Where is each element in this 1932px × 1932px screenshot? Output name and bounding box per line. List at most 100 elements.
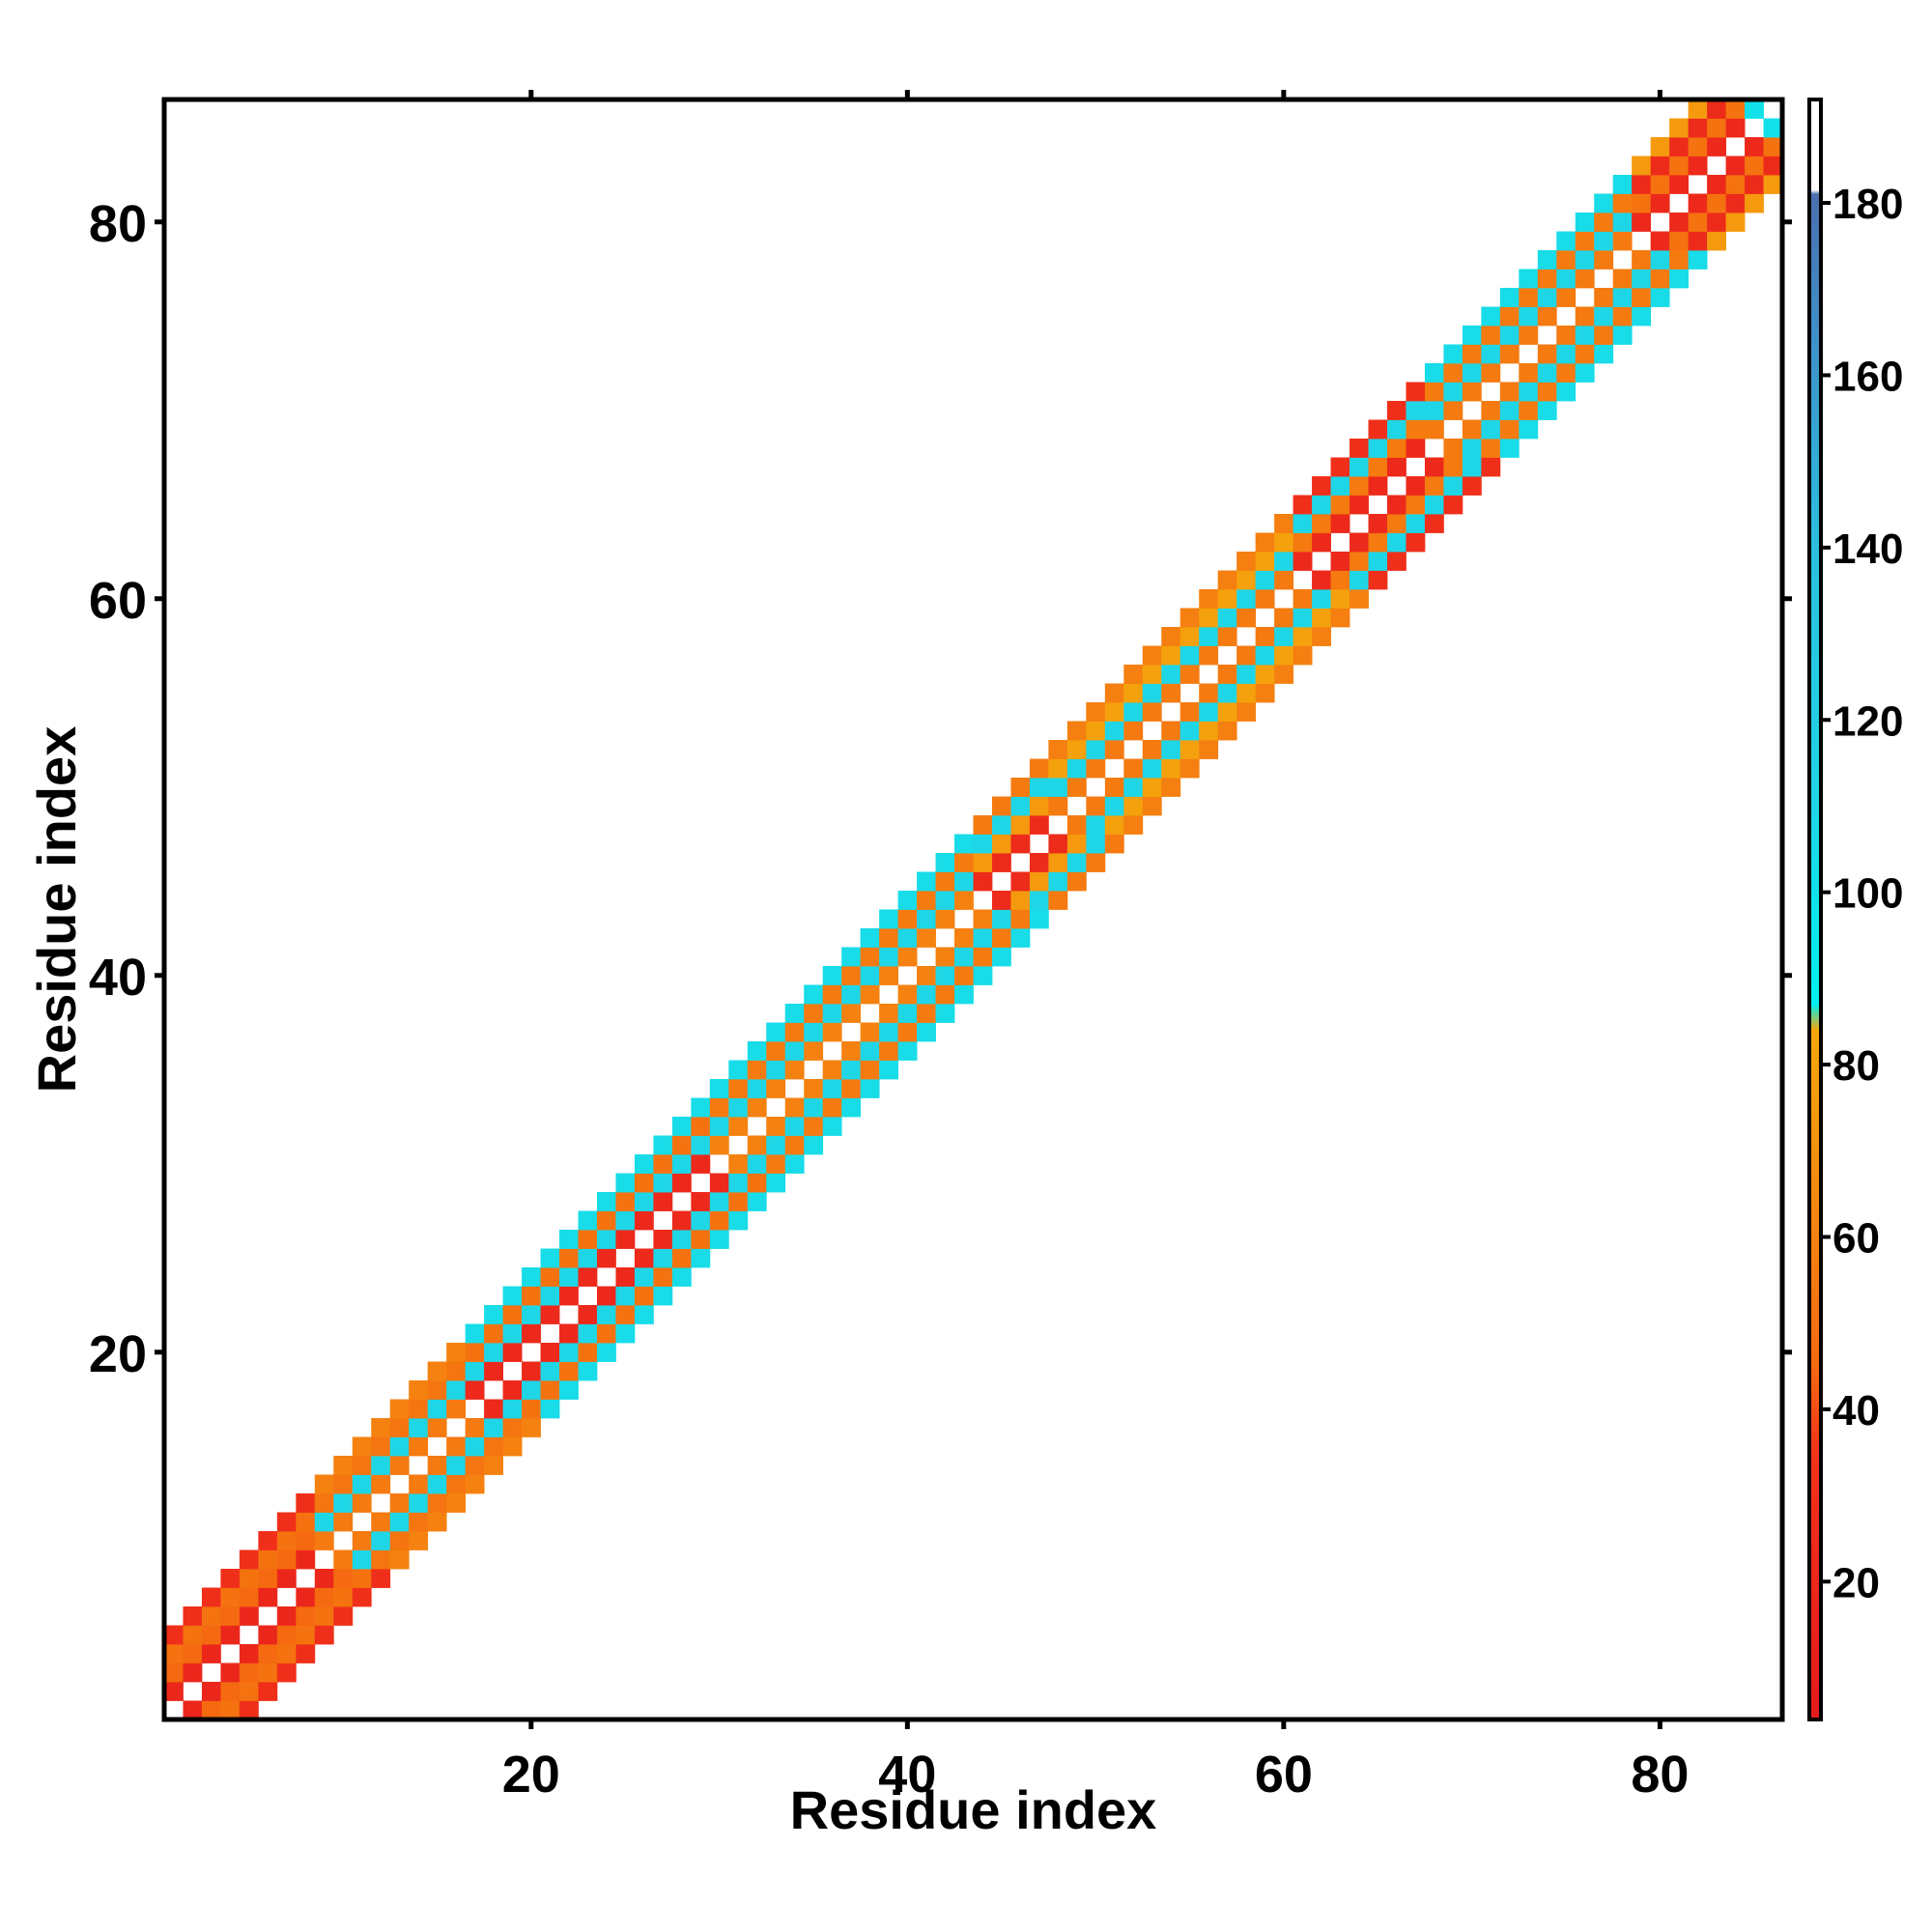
heatmap-cell xyxy=(446,1493,467,1513)
heatmap-cell xyxy=(954,891,974,910)
heatmap-cell xyxy=(522,1323,541,1344)
heatmap-cell xyxy=(653,1173,673,1193)
heatmap-cell xyxy=(728,1060,749,1080)
heatmap-cell xyxy=(1725,193,1746,213)
heatmap-cell xyxy=(1368,457,1388,477)
heatmap-cell xyxy=(446,1456,467,1475)
heatmap-cell xyxy=(409,1436,429,1457)
heatmap-cell xyxy=(389,1493,410,1513)
heatmap-cell xyxy=(465,1456,485,1475)
heatmap-cell xyxy=(1217,683,1237,703)
heatmap-cell xyxy=(1086,758,1106,779)
heatmap-cell xyxy=(596,1323,616,1344)
heatmap-cell xyxy=(540,1248,560,1268)
heatmap-cell xyxy=(371,1418,391,1437)
heatmap-cell xyxy=(1519,269,1539,289)
heatmap-cell xyxy=(540,1286,560,1306)
heatmap-cell xyxy=(1199,627,1219,646)
heatmap-cell xyxy=(1029,853,1049,872)
heatmap-cell xyxy=(1650,175,1670,194)
heatmap-cell xyxy=(1519,401,1539,420)
heatmap-cell xyxy=(258,1682,278,1701)
heatmap-cell xyxy=(1669,269,1690,289)
heatmap-cell xyxy=(1029,891,1049,910)
heatmap-cell xyxy=(1632,175,1652,194)
heatmap-cell xyxy=(1424,495,1444,515)
heatmap-cell xyxy=(484,1456,503,1475)
heatmap-cell xyxy=(220,1606,241,1626)
heatmap-cell xyxy=(822,1079,842,1098)
y-tick-label: 60 xyxy=(89,572,147,630)
heatmap-cell xyxy=(446,1399,467,1419)
heatmap-cell xyxy=(709,1135,729,1155)
heatmap-cell xyxy=(1556,326,1577,345)
heatmap-cell xyxy=(314,1531,334,1550)
heatmap-cell xyxy=(1424,363,1444,383)
heatmap-cell xyxy=(484,1418,503,1437)
heatmap-cell xyxy=(879,928,898,948)
heatmap-cell xyxy=(333,1606,354,1626)
heatmap-cell xyxy=(991,909,1011,929)
heatmap-cell xyxy=(183,1700,203,1720)
heatmap-cell xyxy=(1330,457,1350,477)
heatmap-cell xyxy=(446,1380,467,1400)
heatmap-cell xyxy=(615,1305,636,1324)
heatmap-cell xyxy=(1161,627,1181,646)
heatmap-cell xyxy=(502,1436,523,1457)
heatmap-cell xyxy=(1688,250,1708,270)
heatmap-cell xyxy=(389,1436,410,1457)
heatmap-cell xyxy=(559,1380,579,1400)
heatmap-cell xyxy=(1086,853,1106,872)
heatmap-cell xyxy=(1481,326,1501,345)
heatmap-cell xyxy=(1443,457,1463,477)
heatmap-cell xyxy=(1199,702,1219,722)
heatmap-cell xyxy=(784,1135,805,1155)
heatmap-cell xyxy=(1632,193,1652,213)
heatmap-cell xyxy=(879,909,898,929)
heatmap-cell xyxy=(559,1248,579,1268)
heatmap-cell xyxy=(1312,495,1331,515)
heatmap-cell xyxy=(1499,382,1520,402)
heatmap-cell xyxy=(954,966,974,985)
heatmap-cell xyxy=(1217,589,1237,609)
heatmap-cell xyxy=(1424,401,1444,420)
heatmap-cell xyxy=(1274,532,1294,553)
heatmap-cell xyxy=(1650,231,1670,251)
heatmap-cell xyxy=(822,1060,842,1080)
heatmap-cell xyxy=(409,1512,429,1532)
heatmap-cell xyxy=(1274,665,1294,684)
heatmap-cell xyxy=(935,947,955,967)
heatmap-cell xyxy=(1199,721,1219,741)
heatmap-cell xyxy=(296,1587,316,1607)
heatmap-cell xyxy=(1029,909,1049,929)
heatmap-cell xyxy=(653,1286,673,1306)
heatmap-cell xyxy=(1368,514,1388,533)
heatmap-cell xyxy=(352,1436,372,1457)
heatmap-cell xyxy=(1386,514,1406,533)
heatmap-cell xyxy=(1632,288,1652,307)
heatmap-cell xyxy=(1293,552,1313,571)
plot-frame xyxy=(161,97,1785,1722)
heatmap-cell xyxy=(1406,532,1426,553)
heatmap-cell xyxy=(615,1173,636,1193)
heatmap-cell xyxy=(276,1512,297,1532)
heatmap-cell xyxy=(1236,665,1257,684)
heatmap-cell xyxy=(1048,778,1068,797)
heatmap-cell xyxy=(333,1456,354,1475)
heatmap-cell xyxy=(991,853,1011,872)
heatmap-cell xyxy=(879,1041,898,1061)
heatmap-cell xyxy=(522,1305,541,1324)
heatmap-cell xyxy=(1481,363,1501,383)
heatmap-cell xyxy=(465,1474,485,1494)
heatmap-cell xyxy=(427,1399,447,1419)
heatmap-cell xyxy=(991,834,1011,854)
heatmap-cell xyxy=(653,1248,673,1268)
heatmap-cell xyxy=(935,1004,955,1023)
heatmap-cell xyxy=(314,1474,334,1494)
heatmap-cell xyxy=(1255,683,1275,703)
heatmap-cell xyxy=(559,1267,579,1287)
heatmap-cell xyxy=(1236,552,1257,571)
heatmap-cell xyxy=(615,1323,636,1344)
colorbar-tick-label: 140 xyxy=(1833,526,1903,573)
heatmap-cell xyxy=(653,1192,673,1211)
